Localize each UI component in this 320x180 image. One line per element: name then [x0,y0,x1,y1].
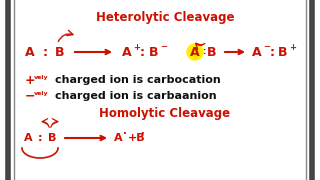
Text: B: B [149,46,158,58]
Text: B: B [55,46,65,58]
Text: +B: +B [128,133,146,143]
Text: +: + [133,42,140,51]
Text: vely: vely [34,75,49,80]
Text: vely: vely [34,91,49,96]
Text: ·: · [141,129,145,139]
Text: A: A [114,133,123,143]
Text: A: A [25,46,35,58]
Text: :: : [43,46,47,58]
Text: A: A [24,133,32,143]
Text: −: − [263,42,270,51]
Text: :: : [140,46,145,58]
Text: A: A [122,46,132,58]
Text: +: + [25,73,36,87]
Text: :: : [270,46,275,58]
Text: Homolytic Cleavage: Homolytic Cleavage [100,107,231,120]
Text: Heterolytic Cleavage: Heterolytic Cleavage [96,12,234,24]
Text: B: B [278,46,287,58]
Text: ·: · [123,129,127,139]
Text: B: B [48,133,56,143]
Text: :: : [38,133,42,143]
Text: −: − [25,89,36,102]
Text: A: A [252,46,262,58]
Text: charged ion is carbaanion: charged ion is carbaanion [55,91,217,101]
Text: charged ion is carbocation: charged ion is carbocation [55,75,221,85]
Text: −: − [160,42,167,51]
Circle shape [187,44,203,60]
Text: +: + [289,42,296,51]
Text: :: : [202,48,206,57]
Text: B: B [207,46,217,58]
Text: A: A [190,46,200,58]
